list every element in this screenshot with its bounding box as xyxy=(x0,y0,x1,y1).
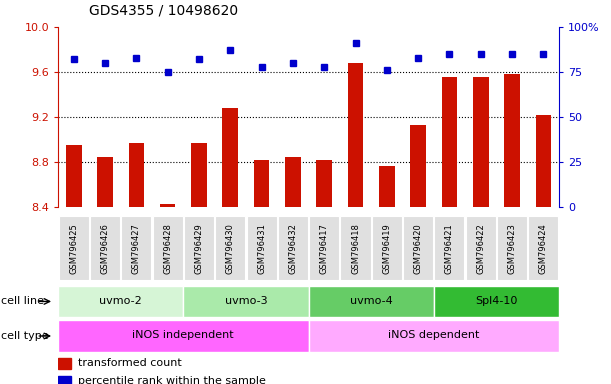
Text: uvmo-3: uvmo-3 xyxy=(225,296,267,306)
Text: cell line: cell line xyxy=(1,296,44,306)
FancyBboxPatch shape xyxy=(122,216,152,280)
FancyBboxPatch shape xyxy=(529,216,558,280)
Bar xyxy=(58,358,71,369)
FancyBboxPatch shape xyxy=(372,216,402,280)
Bar xyxy=(504,74,520,207)
Text: GSM796429: GSM796429 xyxy=(194,223,203,273)
Bar xyxy=(58,376,71,384)
Text: GSM796419: GSM796419 xyxy=(382,223,391,273)
Text: iNOS independent: iNOS independent xyxy=(133,330,234,340)
Text: GSM796421: GSM796421 xyxy=(445,223,454,273)
Text: transformed count: transformed count xyxy=(78,359,182,369)
Bar xyxy=(191,143,207,207)
FancyBboxPatch shape xyxy=(434,286,559,317)
Text: GSM796424: GSM796424 xyxy=(539,223,548,273)
FancyBboxPatch shape xyxy=(309,320,559,352)
FancyBboxPatch shape xyxy=(183,286,309,317)
FancyBboxPatch shape xyxy=(247,216,277,280)
Bar xyxy=(160,204,175,207)
FancyBboxPatch shape xyxy=(309,216,339,280)
Bar xyxy=(473,76,489,207)
FancyBboxPatch shape xyxy=(340,216,370,280)
Text: GSM796423: GSM796423 xyxy=(508,223,516,274)
Bar xyxy=(442,76,457,207)
FancyBboxPatch shape xyxy=(59,216,89,280)
Text: cell type: cell type xyxy=(1,331,49,341)
FancyBboxPatch shape xyxy=(58,320,309,352)
Bar xyxy=(316,160,332,207)
Text: GSM796430: GSM796430 xyxy=(226,223,235,274)
FancyBboxPatch shape xyxy=(215,216,245,280)
FancyBboxPatch shape xyxy=(466,216,496,280)
Text: GSM796418: GSM796418 xyxy=(351,223,360,274)
Text: GSM796426: GSM796426 xyxy=(101,223,109,274)
FancyBboxPatch shape xyxy=(309,286,434,317)
Text: GSM796422: GSM796422 xyxy=(477,223,485,273)
Text: GSM796432: GSM796432 xyxy=(288,223,298,274)
FancyBboxPatch shape xyxy=(153,216,183,280)
Text: uvmo-2: uvmo-2 xyxy=(100,296,142,306)
Text: uvmo-4: uvmo-4 xyxy=(350,296,392,306)
Bar xyxy=(254,160,269,207)
Bar xyxy=(536,115,551,207)
Text: GSM796417: GSM796417 xyxy=(320,223,329,274)
Text: GSM796427: GSM796427 xyxy=(132,223,141,274)
Text: GSM796420: GSM796420 xyxy=(414,223,423,273)
Bar xyxy=(285,157,301,207)
Bar xyxy=(66,145,81,207)
FancyBboxPatch shape xyxy=(497,216,527,280)
Text: GSM796428: GSM796428 xyxy=(163,223,172,274)
Bar xyxy=(222,108,238,207)
FancyBboxPatch shape xyxy=(90,216,120,280)
FancyBboxPatch shape xyxy=(184,216,214,280)
FancyBboxPatch shape xyxy=(58,286,183,317)
FancyBboxPatch shape xyxy=(278,216,308,280)
Text: GSM796425: GSM796425 xyxy=(69,223,78,273)
Bar xyxy=(97,157,113,207)
Text: Spl4-10: Spl4-10 xyxy=(475,296,518,306)
Text: GDS4355 / 10498620: GDS4355 / 10498620 xyxy=(89,3,238,17)
Bar xyxy=(379,166,395,207)
Text: percentile rank within the sample: percentile rank within the sample xyxy=(78,376,266,384)
Bar xyxy=(348,63,364,207)
Text: iNOS dependent: iNOS dependent xyxy=(388,330,480,340)
Bar xyxy=(128,143,144,207)
Text: GSM796431: GSM796431 xyxy=(257,223,266,274)
FancyBboxPatch shape xyxy=(403,216,433,280)
Bar xyxy=(411,125,426,207)
FancyBboxPatch shape xyxy=(434,216,464,280)
